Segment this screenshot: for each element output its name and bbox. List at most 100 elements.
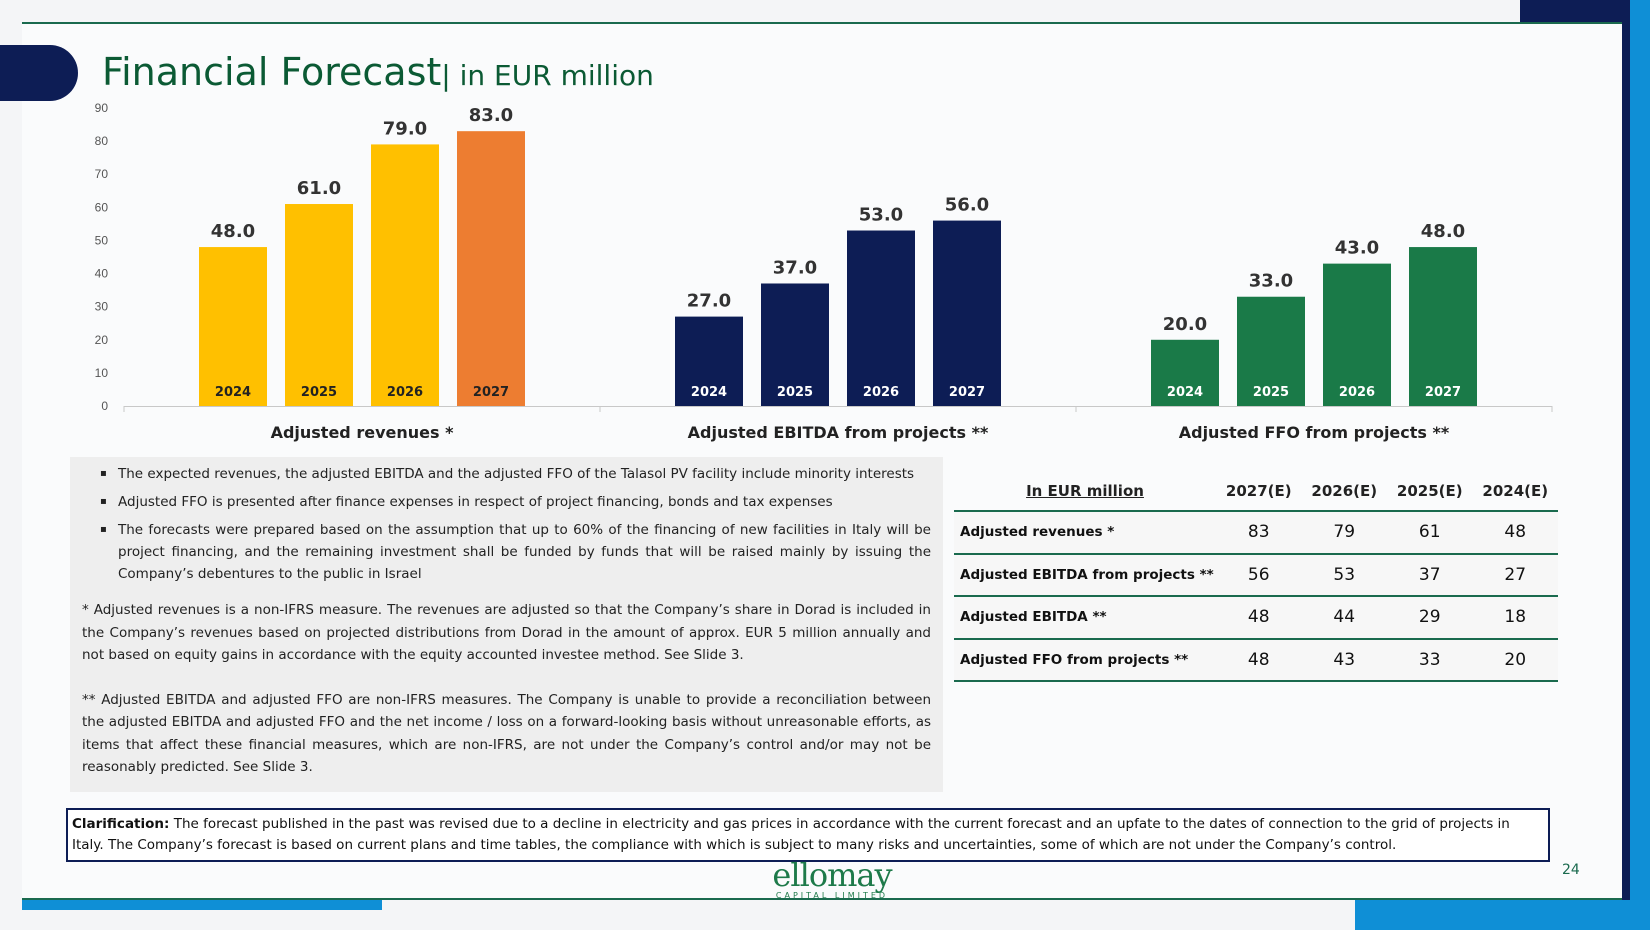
table-row: Adjusted revenues * 83 79 61 48 xyxy=(954,510,1558,554)
table-cell: 20 xyxy=(1472,637,1558,682)
right-blue-stripe xyxy=(1630,0,1650,930)
table-cell: 79 xyxy=(1301,510,1387,554)
group-axis-label: Adjusted revenues * xyxy=(271,423,455,442)
footnote-adjusted-revenues: * Adjusted revenues is a non-IFRS measur… xyxy=(82,602,931,663)
title-main: Financial Forecast xyxy=(102,50,442,94)
title-subtitle: | in EUR million xyxy=(441,59,654,92)
y-tick-label: 10 xyxy=(95,366,109,380)
bar-year-label: 2024 xyxy=(215,385,251,400)
table-cell: 44 xyxy=(1301,595,1387,639)
bar xyxy=(457,131,525,406)
bullet-square-icon: ▪ xyxy=(100,524,107,535)
y-tick-label: 90 xyxy=(95,101,109,115)
bar xyxy=(847,230,915,406)
bar-value-label: 37.0 xyxy=(773,257,817,278)
frame-top-line xyxy=(22,22,1622,24)
clarification-box: Clarification: The forecast published in… xyxy=(66,808,1550,862)
bar-value-label: 43.0 xyxy=(1335,238,1379,259)
y-tick-label: 70 xyxy=(95,167,109,181)
table-cell: 61 xyxy=(1387,510,1473,554)
table-cell: 37 xyxy=(1387,552,1473,596)
table-header-year: 2027(E) xyxy=(1225,482,1292,500)
bar-value-label: 27.0 xyxy=(687,291,731,312)
bar xyxy=(675,316,743,406)
bar-year-label: 2025 xyxy=(1253,385,1289,400)
forecast-table: In EUR million 2027(E) 2026(E) 2025(E) 2… xyxy=(954,472,1558,682)
table-row: Adjusted EBITDA from projects ** 56 53 3… xyxy=(954,552,1558,596)
y-tick-label: 20 xyxy=(95,333,109,347)
table-header-year: 2024(E) xyxy=(1482,482,1549,500)
bar xyxy=(285,204,353,406)
row-label: Adjusted EBITDA from projects ** xyxy=(954,552,1216,596)
bar-year-label: 2026 xyxy=(863,385,899,400)
table-row: Adjusted FFO from projects ** 48 43 33 2… xyxy=(954,637,1558,682)
table-row: Adjusted EBITDA ** 48 44 29 18 xyxy=(954,595,1558,639)
bar-value-label: 83.0 xyxy=(469,105,513,126)
notes-bullet: ▪ The forecasts were prepared based on th… xyxy=(82,519,931,585)
table-cell: 33 xyxy=(1387,637,1473,682)
bar-year-label: 2024 xyxy=(691,385,727,400)
logo-subtitle: CAPITAL LIMITED xyxy=(775,891,889,900)
table-cell: 48 xyxy=(1216,637,1302,682)
row-label: Adjusted FFO from projects ** xyxy=(954,637,1216,682)
bar xyxy=(1237,296,1305,406)
table-header-label: In EUR million xyxy=(1026,482,1144,500)
y-tick-label: 40 xyxy=(95,267,109,281)
table-cell: 48 xyxy=(1216,595,1302,639)
notes-panel: ▪ The expected revenues, the adjusted EBI… xyxy=(70,457,943,792)
bar-value-label: 56.0 xyxy=(945,195,989,216)
y-tick-label: 80 xyxy=(95,134,109,148)
y-tick-label: 50 xyxy=(95,233,109,247)
footnote-adjusted-ebitda-ffo: ** Adjusted EBITDA and adjusted FFO are … xyxy=(82,691,931,776)
table-header-year: 2026(E) xyxy=(1311,482,1378,500)
bar-value-label: 48.0 xyxy=(1421,221,1465,242)
notes-bullet: ▪ The expected revenues, the adjusted EBI… xyxy=(82,463,931,485)
y-tick-label: 30 xyxy=(95,300,109,314)
table-cell: 29 xyxy=(1387,595,1473,639)
bar-year-label: 2027 xyxy=(473,385,509,400)
bar-year-label: 2025 xyxy=(301,385,337,400)
bar-value-label: 61.0 xyxy=(297,178,341,199)
bar-year-label: 2027 xyxy=(1425,385,1461,400)
row-label: Adjusted EBITDA ** xyxy=(954,595,1216,639)
table-header-row: In EUR million 2027(E) 2026(E) 2025(E) 2… xyxy=(954,472,1558,511)
table-cell: 56 xyxy=(1216,552,1302,596)
table-cell: 27 xyxy=(1472,552,1558,596)
bullet-square-icon: ▪ xyxy=(100,468,107,479)
y-tick-label: 0 xyxy=(101,399,108,413)
table-cell: 53 xyxy=(1301,552,1387,596)
bullet-square-icon: ▪ xyxy=(100,496,107,507)
group-axis-label: Adjusted EBITDA from projects ** xyxy=(688,423,989,442)
bar-value-label: 20.0 xyxy=(1163,314,1207,335)
bar xyxy=(761,283,829,406)
clarification-label: Clarification: xyxy=(72,816,170,832)
bottom-right-blue-block xyxy=(1355,900,1650,930)
logo-wordmark: ellomay xyxy=(772,856,892,894)
company-logo: ellomay CAPITAL LIMITED xyxy=(762,856,902,902)
forecast-bar-chart: 0 10 20 30 40 50 60 70 80 90 48.0 2024 61.0 2025 79.0 2… xyxy=(95,101,1553,442)
bar-year-label: 2026 xyxy=(387,385,423,400)
group-axis-label: Adjusted FFO from projects ** xyxy=(1179,423,1450,442)
bar-value-label: 53.0 xyxy=(859,205,903,226)
bar-year-label: 2024 xyxy=(1167,385,1203,400)
clarification-text: The forecast published in the past was r… xyxy=(72,816,1510,853)
bar xyxy=(1409,247,1477,406)
bar xyxy=(933,220,1001,406)
bar-value-label: 33.0 xyxy=(1249,271,1293,292)
bar-value-label: 79.0 xyxy=(383,118,427,139)
table-cell: 83 xyxy=(1216,510,1302,554)
table-cell: 48 xyxy=(1472,510,1558,554)
table-cell: 18 xyxy=(1472,595,1558,639)
page-title: Financial Forecast| in EUR million xyxy=(102,50,654,94)
bar xyxy=(199,247,267,406)
bottom-left-blue-stripe xyxy=(22,900,382,910)
notes-bullet-list: ▪ The expected revenues, the adjusted EBI… xyxy=(70,463,943,585)
bar-year-label: 2025 xyxy=(777,385,813,400)
bar xyxy=(371,144,439,406)
bar-year-label: 2027 xyxy=(949,385,985,400)
table-header-year: 2025(E) xyxy=(1396,482,1463,500)
bar-year-label: 2026 xyxy=(1339,385,1375,400)
y-tick-label: 60 xyxy=(95,200,109,214)
bar xyxy=(1151,339,1219,406)
table-cell: 43 xyxy=(1301,637,1387,682)
